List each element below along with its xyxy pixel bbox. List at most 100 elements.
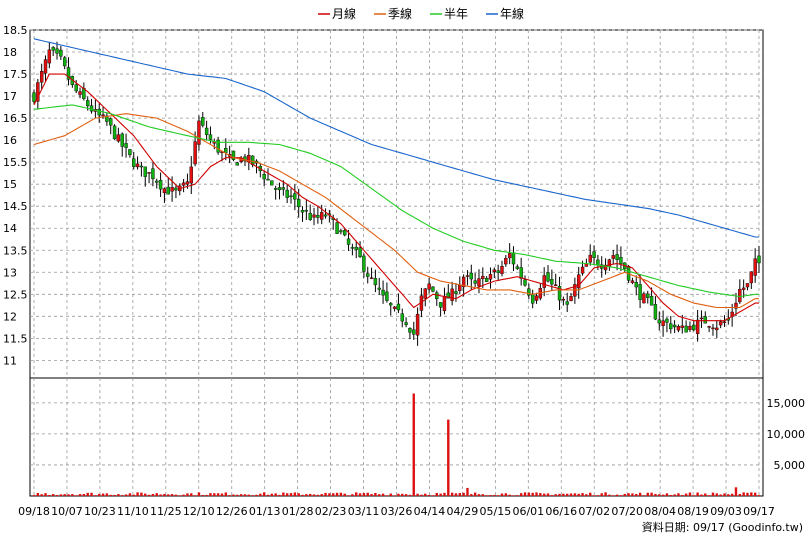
candle-body xyxy=(715,327,719,331)
candle-body xyxy=(703,316,707,324)
volume-bar xyxy=(427,494,431,496)
candle-body xyxy=(423,288,427,299)
volume-bar xyxy=(404,494,408,496)
volume-bar xyxy=(496,495,500,496)
date-tick-label: 08/19 xyxy=(677,505,709,518)
volume-bar xyxy=(36,493,40,496)
candle-body xyxy=(392,306,397,309)
price-tick-label: 16.5 xyxy=(3,112,28,125)
volume-bar xyxy=(374,492,377,496)
date-tick-label: 03/26 xyxy=(381,505,413,518)
volume-bar xyxy=(32,495,36,496)
candle-body xyxy=(366,273,370,277)
candle-body xyxy=(565,301,569,305)
volume-bar xyxy=(562,493,565,496)
volume-bar xyxy=(470,494,473,496)
candle-body xyxy=(500,266,504,274)
candle-body xyxy=(166,186,170,195)
volume-bar xyxy=(105,493,109,496)
candle-body xyxy=(580,266,585,274)
candle-body xyxy=(550,279,554,285)
candle-body xyxy=(569,296,573,302)
volume-bar xyxy=(458,493,461,496)
candle-body xyxy=(147,172,151,174)
candle-body xyxy=(427,283,431,290)
candle-body xyxy=(316,215,320,218)
candlesticks xyxy=(32,41,761,346)
candle-body xyxy=(354,246,358,250)
volume-bar xyxy=(209,493,212,496)
candle-body xyxy=(484,278,489,282)
legend-label-0: 月線 xyxy=(332,6,356,21)
volume-bar xyxy=(462,492,465,496)
date-tick-label: 02/23 xyxy=(315,505,347,518)
volume-bar xyxy=(512,495,515,496)
volume-bar xyxy=(412,393,415,496)
volume-bar xyxy=(646,492,649,496)
volume-bar xyxy=(358,493,362,496)
volume-bars xyxy=(32,393,761,496)
volume-bar xyxy=(577,493,580,496)
candle-body xyxy=(170,187,174,192)
candle-body xyxy=(523,279,527,286)
volume-tick-label: 10,000 xyxy=(767,428,806,441)
volume-bar xyxy=(132,494,135,496)
volume-bar xyxy=(190,493,193,496)
volume-bar xyxy=(144,493,147,496)
candle-body xyxy=(592,251,596,259)
volume-bar xyxy=(239,494,243,496)
volume-bar xyxy=(635,494,638,496)
volume-bar xyxy=(665,493,669,496)
volume-bar xyxy=(539,493,542,496)
date-tick-label: 10/23 xyxy=(84,505,116,518)
volume-bar xyxy=(753,492,757,496)
candle-body xyxy=(519,267,523,279)
candle-body xyxy=(711,327,715,330)
candle-body xyxy=(642,293,646,304)
candle-body xyxy=(454,291,458,294)
volume-tick-label: 5,000 xyxy=(774,459,806,472)
candle-body xyxy=(611,255,615,259)
legend-label-3: 年線 xyxy=(500,6,524,21)
candle-body xyxy=(323,214,328,217)
volume-bar xyxy=(420,494,423,496)
date-tick-label: 07/02 xyxy=(578,505,610,518)
volume-bar xyxy=(140,492,143,496)
candle-body xyxy=(124,143,128,148)
candle-body xyxy=(296,199,301,208)
candle-body xyxy=(151,168,155,180)
volume-bar xyxy=(508,494,511,496)
legend-label-1: 季線 xyxy=(388,6,412,21)
volume-bar xyxy=(443,492,446,496)
candle-body xyxy=(381,289,385,296)
candle-body xyxy=(473,280,477,284)
volume-bar xyxy=(585,494,588,496)
volume-bar xyxy=(431,495,435,496)
volume-bar xyxy=(278,494,281,496)
volume-bar xyxy=(312,494,316,496)
date-tick-label: 06/16 xyxy=(545,505,577,518)
candle-body xyxy=(734,302,738,309)
date-tick-label: 01/28 xyxy=(282,505,314,518)
candle-body xyxy=(557,286,562,301)
volume-bar xyxy=(719,494,722,496)
candle-body xyxy=(362,255,366,272)
volume-bar xyxy=(220,493,224,496)
volume-bar xyxy=(224,492,227,496)
candle-body xyxy=(749,271,754,284)
candle-body xyxy=(197,120,201,145)
volume-bar xyxy=(742,492,745,496)
candle-body xyxy=(62,57,67,67)
candle-body xyxy=(155,180,159,183)
candle-body xyxy=(492,269,497,273)
volume-bar xyxy=(98,493,101,496)
candle-body xyxy=(262,174,266,180)
candle-body xyxy=(461,276,466,288)
candle-body xyxy=(74,84,78,92)
volume-bar xyxy=(67,494,70,496)
volume-bar xyxy=(174,494,178,496)
candle-body xyxy=(277,187,282,191)
price-axis-labels: 11 11.5 12 12.5 13 13.5 14 14.5 15 15.5 16 16.5 17 17… xyxy=(3,24,28,367)
volume-bar xyxy=(216,493,220,496)
candle-body xyxy=(208,134,213,140)
